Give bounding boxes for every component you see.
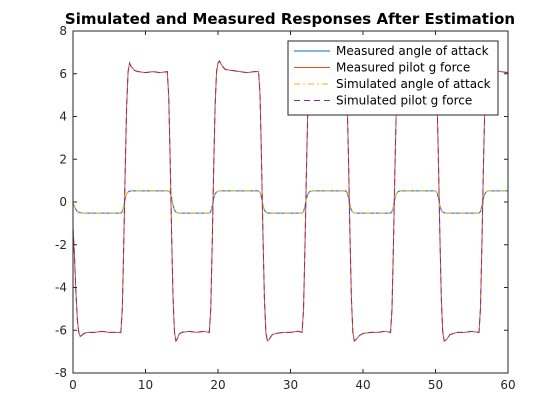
axes: 0 10 20 30 40 50 60 -8 -6 -4 -2 0 2 4 6 8 [55, 24, 516, 392]
y-tick-label: -6 [55, 323, 67, 337]
y-tick-label: 2 [59, 152, 67, 166]
chart-title: Simulated and Measured Responses After E… [65, 10, 515, 28]
x-tick-label: 30 [283, 378, 298, 392]
y-tick-label: 8 [59, 24, 67, 38]
x-tick-label: 0 [69, 378, 77, 392]
legend-label-3: Simulated angle of attack [336, 77, 491, 91]
y-tick-label: -4 [55, 281, 67, 295]
legend-label-2: Measured pilot g force [336, 61, 470, 75]
y-tick-label: -8 [55, 366, 67, 380]
legend: Measured angle of attack Measured pilot g… [287, 40, 499, 116]
x-tick-label: 60 [500, 378, 515, 392]
legend-label-1: Measured angle of attack [336, 44, 489, 58]
x-tick-label: 40 [355, 378, 370, 392]
x-tick-label: 10 [138, 378, 153, 392]
y-tick-label: 0 [59, 195, 67, 209]
y-tick-label: -2 [55, 238, 67, 252]
y-tick-label: 6 [59, 67, 67, 81]
x-tick-label: 20 [210, 378, 225, 392]
legend-label-4: Simulated pilot g force [336, 94, 472, 108]
series-line-3 [73, 190, 508, 214]
x-tick-label: 50 [428, 378, 443, 392]
y-tick-label: 4 [59, 110, 67, 124]
legend-box [287, 40, 499, 116]
series-line-4 [73, 59, 508, 343]
